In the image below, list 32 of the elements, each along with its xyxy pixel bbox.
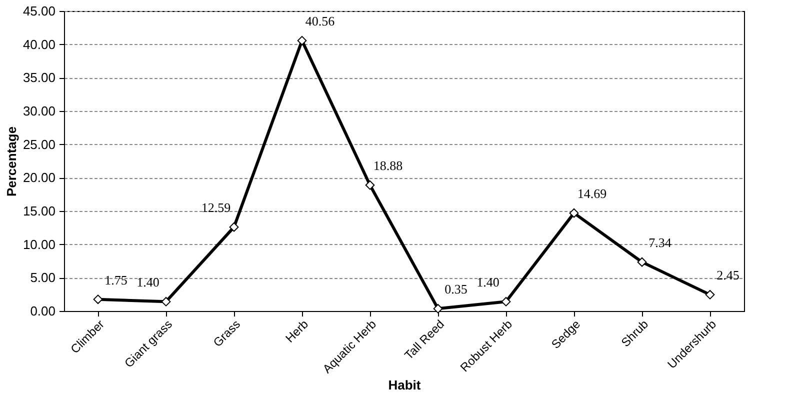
point [93,294,103,304]
y-tick-label: 35.00 [22,70,56,86]
y-tick-label: 30.00 [22,104,56,118]
data-label: 40.56 [305,14,336,29]
point [297,36,307,46]
data-label: 0.35 [444,282,468,297]
data-label: 12.59 [201,200,231,216]
y-tick-label: 25.00 [22,136,56,152]
y-tick-label: 10.00 [22,236,56,252]
y-tick-label: 15.00 [22,204,56,218]
data-label: 1.40 [476,274,500,290]
y-tick-label: 40.00 [22,36,56,52]
y-tick-label: 20.00 [22,170,56,186]
data-label: 14.69 [577,186,607,202]
x-axis-title: Habit [388,377,422,392]
point [433,304,443,314]
y-tick-label: 5.00 [30,270,56,286]
point [569,208,579,218]
point [501,296,511,306]
y-tick-label: 45.00 [22,4,56,18]
y-axis-title: Percentage [4,126,19,197]
data-label: 1.40 [136,274,160,290]
point [637,257,647,267]
data-label: 2.45 [716,268,740,283]
data-label: 1.75 [104,272,128,288]
data-label: 7.34 [648,235,672,250]
point [229,222,239,232]
point [365,180,375,190]
point [705,290,715,300]
y-tick-label: 0.00 [30,304,56,318]
data-label: 18.88 [373,158,403,174]
point [161,296,171,306]
